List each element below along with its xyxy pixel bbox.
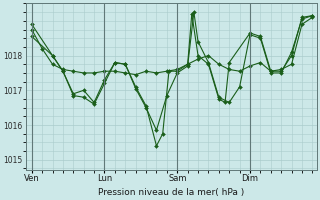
X-axis label: Pression niveau de la mer( hPa ): Pression niveau de la mer( hPa ): [98, 188, 244, 197]
